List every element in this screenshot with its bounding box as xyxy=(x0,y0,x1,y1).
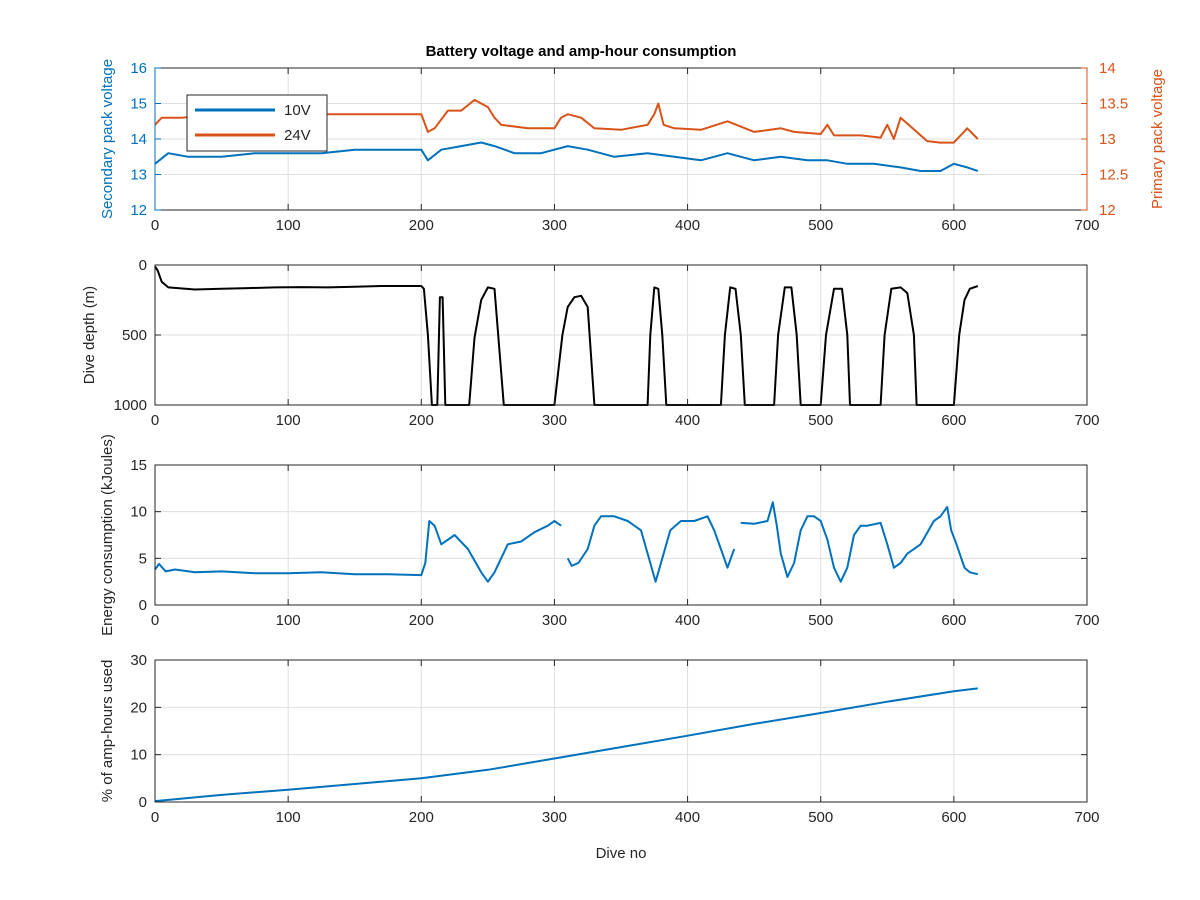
x-tick-label: 300 xyxy=(542,612,567,629)
x-tick-label: 100 xyxy=(276,809,301,826)
y-tick-label: 10 xyxy=(130,504,147,521)
x-tick-label: 300 xyxy=(542,412,567,429)
x-tick-label: 100 xyxy=(276,612,301,629)
axes-4: 0 100 200 300 400 500 600 700 0 10 20 30 % of amp-ho… xyxy=(99,652,1100,862)
y-tick-label: 12 xyxy=(130,202,147,219)
y-tick-label: 10 xyxy=(130,747,147,764)
y-axis-label: Secondary pack voltage xyxy=(99,59,116,219)
y-right-axis-label: Primary pack voltage xyxy=(1149,69,1166,209)
x-tick-label: 500 xyxy=(808,809,833,826)
series-line-2 xyxy=(566,515,736,583)
x-tick-label: 700 xyxy=(1074,809,1099,826)
grid xyxy=(154,659,1088,803)
x-tick-label: 400 xyxy=(675,809,700,826)
y-tick-label: 16 xyxy=(130,60,147,77)
x-tick-label: 0 xyxy=(151,612,159,629)
y-tick-label: 20 xyxy=(130,699,147,716)
x-tick-label: 400 xyxy=(675,412,700,429)
x-tick-label: 300 xyxy=(542,217,567,234)
x-tick-label: 300 xyxy=(542,809,567,826)
plot-frame xyxy=(154,659,1088,803)
x-tick-label: 500 xyxy=(808,612,833,629)
axes-2: 0 100 200 300 400 500 600 700 0 500 1000 Dive depth… xyxy=(81,257,1100,429)
y-tick-label: 0 xyxy=(139,257,147,274)
axes-1: 0 100 200 300 400 500 600 70012131415161212.513… xyxy=(99,43,1166,234)
x-tick-label: 0 xyxy=(151,412,159,429)
series-line-10V xyxy=(154,141,979,172)
series-line-24V xyxy=(154,98,979,144)
x-tick-label: 400 xyxy=(675,612,700,629)
y-tick-label: 5 xyxy=(139,550,147,567)
series-line-1 xyxy=(154,265,979,406)
x-tick-label: 500 xyxy=(808,217,833,234)
axes-3: 0 100 200 300 400 500 600 700 0 5 10 15 Energy consu… xyxy=(99,434,1100,636)
y-tick-label: 14 xyxy=(130,131,147,148)
series-line-3 xyxy=(740,501,979,583)
x-tick-label: 200 xyxy=(409,217,434,234)
x-tick-label: 100 xyxy=(276,217,301,234)
x-tick-label: 700 xyxy=(1074,217,1099,234)
x-tick-label: 0 xyxy=(151,217,159,234)
y-tick-label: 1000 xyxy=(114,397,147,414)
plot-frame xyxy=(154,464,1088,606)
legend-label: 24V xyxy=(284,127,311,144)
y-tick-label: 15 xyxy=(130,457,147,474)
y-tick-label: 15 xyxy=(130,96,147,113)
x-tick-label: 200 xyxy=(409,412,434,429)
y-axis-label: Dive depth (m) xyxy=(81,286,98,384)
y-tick-label: 0 xyxy=(139,794,147,811)
x-tick-label: 0 xyxy=(151,809,159,826)
x-tick-label: 200 xyxy=(409,809,434,826)
grid xyxy=(154,464,1088,606)
y-tick-label: 13 xyxy=(130,167,147,184)
x-axis-label: Dive no xyxy=(596,845,647,862)
y-right-tick-label: 12 xyxy=(1099,202,1116,219)
x-tick-label: 600 xyxy=(941,412,966,429)
chart-panels: 0 100 200 300 400 500 600 70012131415161212.513… xyxy=(81,43,1166,862)
y-tick-label: 30 xyxy=(130,652,147,669)
x-tick-label: 600 xyxy=(941,612,966,629)
y-axis-label: % of amp-hours used xyxy=(99,660,116,803)
y-axis-label: Energy consumption (kJoules) xyxy=(99,434,116,636)
x-tick-label: 600 xyxy=(941,217,966,234)
x-tick-label: 500 xyxy=(808,412,833,429)
x-tick-label: 200 xyxy=(409,612,434,629)
series-line-1 xyxy=(154,520,562,583)
y-right-tick-label: 12.5 xyxy=(1099,167,1128,184)
legend-label: 10V xyxy=(284,102,311,119)
x-tick-label: 100 xyxy=(276,412,301,429)
grid xyxy=(154,264,1088,406)
chart-title: Battery voltage and amp-hour consumption xyxy=(426,43,737,60)
x-tick-label: 400 xyxy=(675,217,700,234)
x-tick-label: 600 xyxy=(941,809,966,826)
y-right-tick-label: 14 xyxy=(1099,60,1116,77)
legend-box xyxy=(186,94,328,152)
y-right-tick-label: 13 xyxy=(1099,131,1116,148)
y-tick-label: 0 xyxy=(139,597,147,614)
y-right-tick-label: 13.5 xyxy=(1099,96,1128,113)
x-tick-label: 700 xyxy=(1074,412,1099,429)
series-line-1 xyxy=(154,687,978,803)
y-tick-label: 500 xyxy=(122,327,147,344)
x-tick-label: 700 xyxy=(1074,612,1099,629)
